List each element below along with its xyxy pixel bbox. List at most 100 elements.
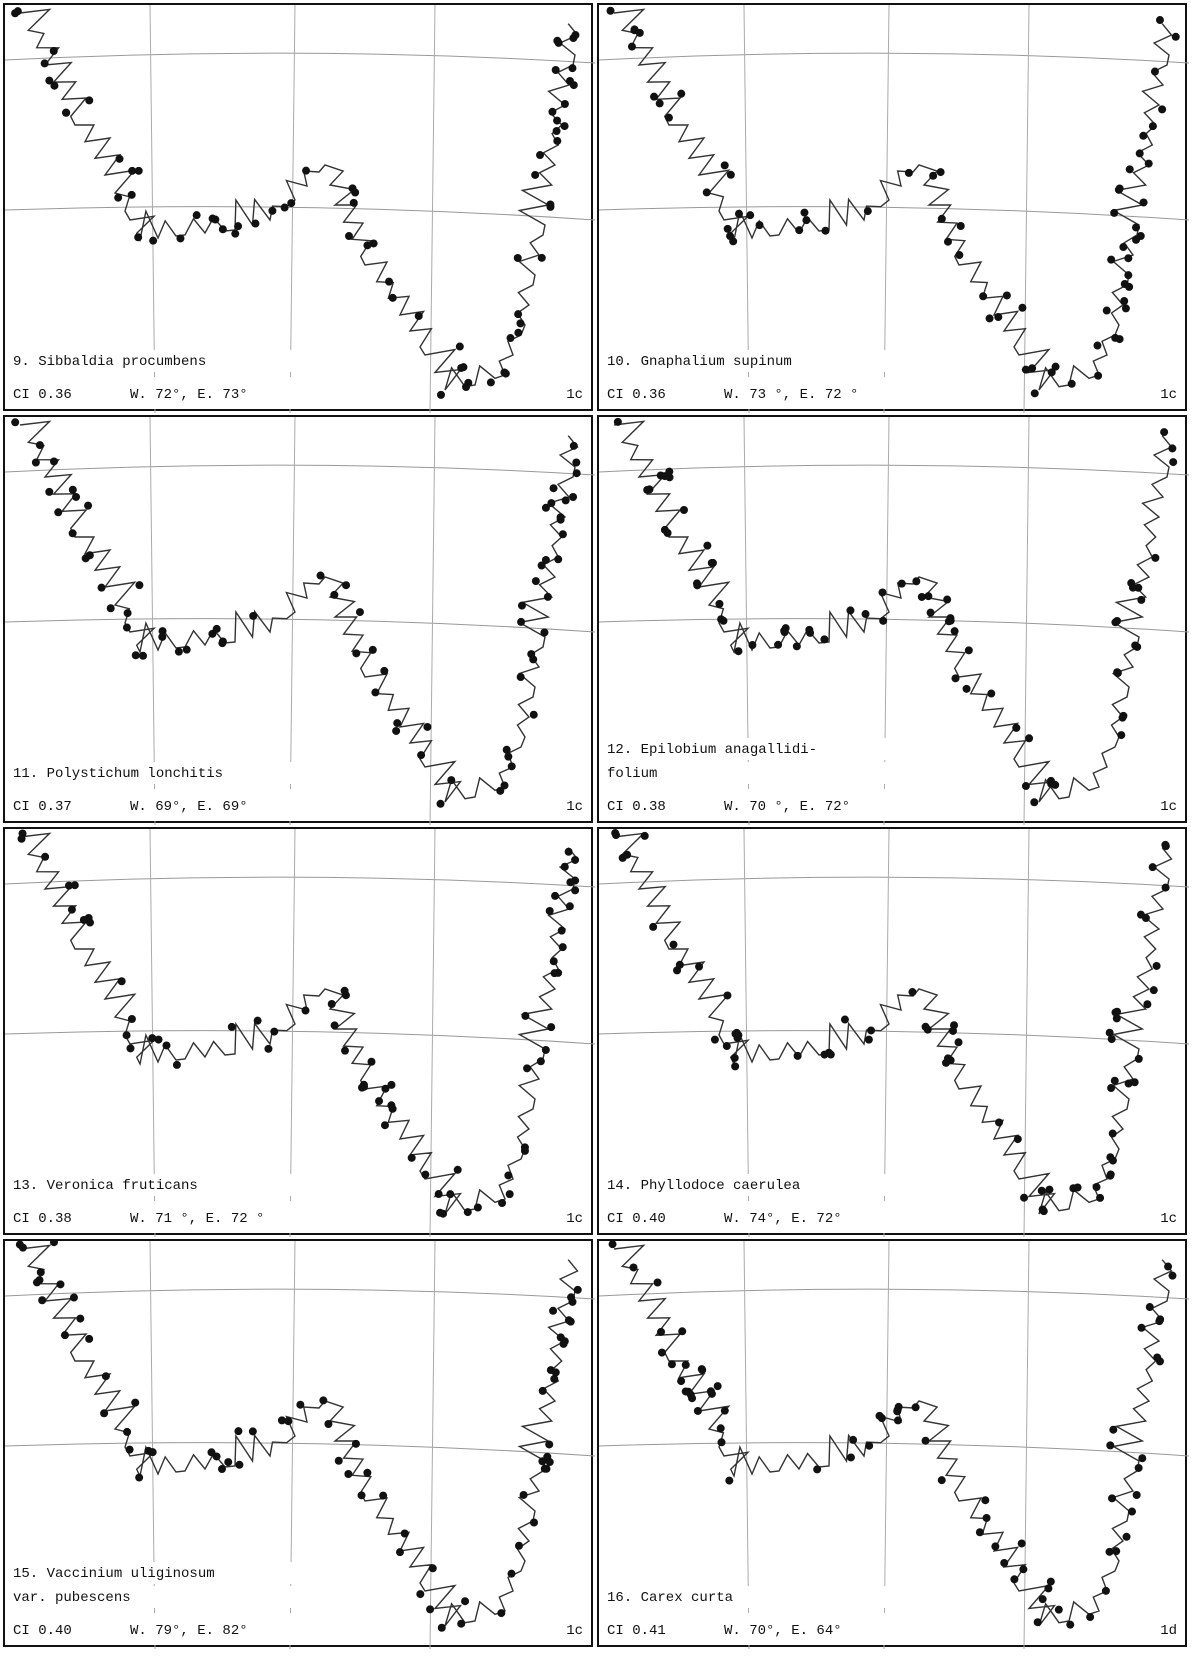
graticule [599,618,1189,633]
occurrence-dot [1107,1084,1116,1093]
occurrence-dot [1137,595,1146,604]
occurrence-dot [32,1278,41,1287]
occurrence-dot [1101,1586,1110,1595]
label-bg [7,377,427,409]
occurrence-dot [667,1360,676,1369]
occurrence-dot [1046,1577,1055,1586]
occurrence-dot [139,651,148,660]
occurrence-dot [1102,306,1111,315]
map: 15. Vaccinium uliginosum var. pubescens CI… [5,1241,595,1649]
occurrence-dot [991,1542,1000,1551]
occurrence-dot [36,1268,45,1277]
occurrence-dot [572,469,581,478]
occurrence-dot [280,203,289,212]
occurrence-dot [284,1417,293,1426]
occurrence-dot [1109,1425,1118,1434]
occurrence-dot [1110,1076,1119,1085]
occurrence-dot [944,617,953,626]
occurrence-dot [1010,1575,1019,1584]
occurrence-dot [457,1619,466,1628]
map-code: 1c [1160,799,1177,815]
occurrence-dot [547,1023,556,1032]
occurrence-dot [68,485,77,494]
occurrence-dot [571,855,580,864]
occurrence-dot [135,1473,144,1482]
occurrence-dot [41,852,50,861]
occurrence-dot [516,672,525,681]
occurrence-dot [954,1038,963,1047]
species-name: 13. Veronica fruticans [13,1178,198,1194]
range-text: W. 70°, E. 64° [724,1623,842,1639]
occurrence-dot [56,1280,65,1289]
occurrence-dot [1038,1595,1047,1604]
occurrence-dot [956,222,965,231]
occurrence-dot [541,1045,550,1054]
occurrence-dot [455,342,464,351]
occurrence-dot [529,1518,538,1527]
occurrence-dot [560,99,569,108]
occurrence-dot [287,199,296,208]
graticule [599,1030,1189,1045]
graticule [1023,5,1030,413]
occurrence-dot [234,222,243,231]
occurrence-dot [551,66,560,75]
occurrence-dot [357,1083,366,1092]
occurrence-dot [504,752,513,761]
occurrence-dot [564,847,573,856]
occurrence-dot [127,190,136,199]
occurrence-dot [392,726,401,735]
occurrence-dot [1148,863,1157,872]
occurrence-dot [1134,583,1143,592]
occurrence-dot [507,762,516,771]
species-name: folium [607,766,657,782]
occurrence-dot [1107,1035,1116,1044]
graticule [599,464,1189,476]
occurrence-dot [949,1026,958,1035]
occurrence-dot [1156,1315,1165,1324]
occurrence-dot [1124,271,1133,280]
coastline [19,1244,579,1627]
occurrence-dot [122,623,131,632]
occurrence-dot [131,1398,140,1407]
occurrence-dot [1030,389,1039,398]
occurrence-dot [500,781,509,790]
map-panel: 11. Polystichum lonchitis CI 0.37 W. 69°, … [3,415,595,825]
occurrence-dot [1067,379,1076,388]
occurrence-dot [995,1118,1004,1127]
occurrence-dot [72,492,81,501]
graticule [1023,417,1030,825]
occurrence-dot [340,986,349,995]
ci-value: CI 0.41 [607,1623,666,1639]
label-bg [601,350,891,372]
occurrence-dot [982,1513,991,1522]
occurrence-dot [380,666,389,675]
occurrence-dot [125,1445,134,1454]
occurrence-dot [529,655,538,664]
species-name: 10. Gnaphalium supinum [607,354,792,370]
occurrence-dot [369,239,378,248]
occurrence-dot [11,418,20,427]
occurrence-dot [1121,304,1130,313]
occurrence-dot [327,1000,336,1009]
occurrence-dot [154,1035,163,1044]
graticule [149,829,156,1237]
occurrence-dot [1028,364,1037,373]
coastline [613,8,1173,391]
occurrence-dot [1155,16,1164,25]
graticule [289,5,296,413]
map: 10. Gnaphalium supinum CI 0.36 W. 73 °, E.… [599,5,1189,413]
graticule [429,829,436,1237]
map-panel: 12. Epilobium anagallidi-folium CI 0.38 W.… [597,415,1189,825]
occurrence-dot [101,1372,110,1381]
map-panel: 10. Gnaphalium supinum CI 0.36 W. 73 °, E.… [597,3,1189,413]
occurrence-dot [924,592,933,601]
occurrence-dot [917,592,926,601]
graticule [1023,1241,1030,1649]
occurrence-dot [500,368,509,377]
occurrence-dot [218,639,227,648]
occurrence-dot [800,208,809,217]
occurrence-dot [912,577,921,586]
occurrence-dot [542,1464,551,1473]
occurrence-dot [1132,1490,1141,1499]
occurrence-dot [344,1469,353,1478]
